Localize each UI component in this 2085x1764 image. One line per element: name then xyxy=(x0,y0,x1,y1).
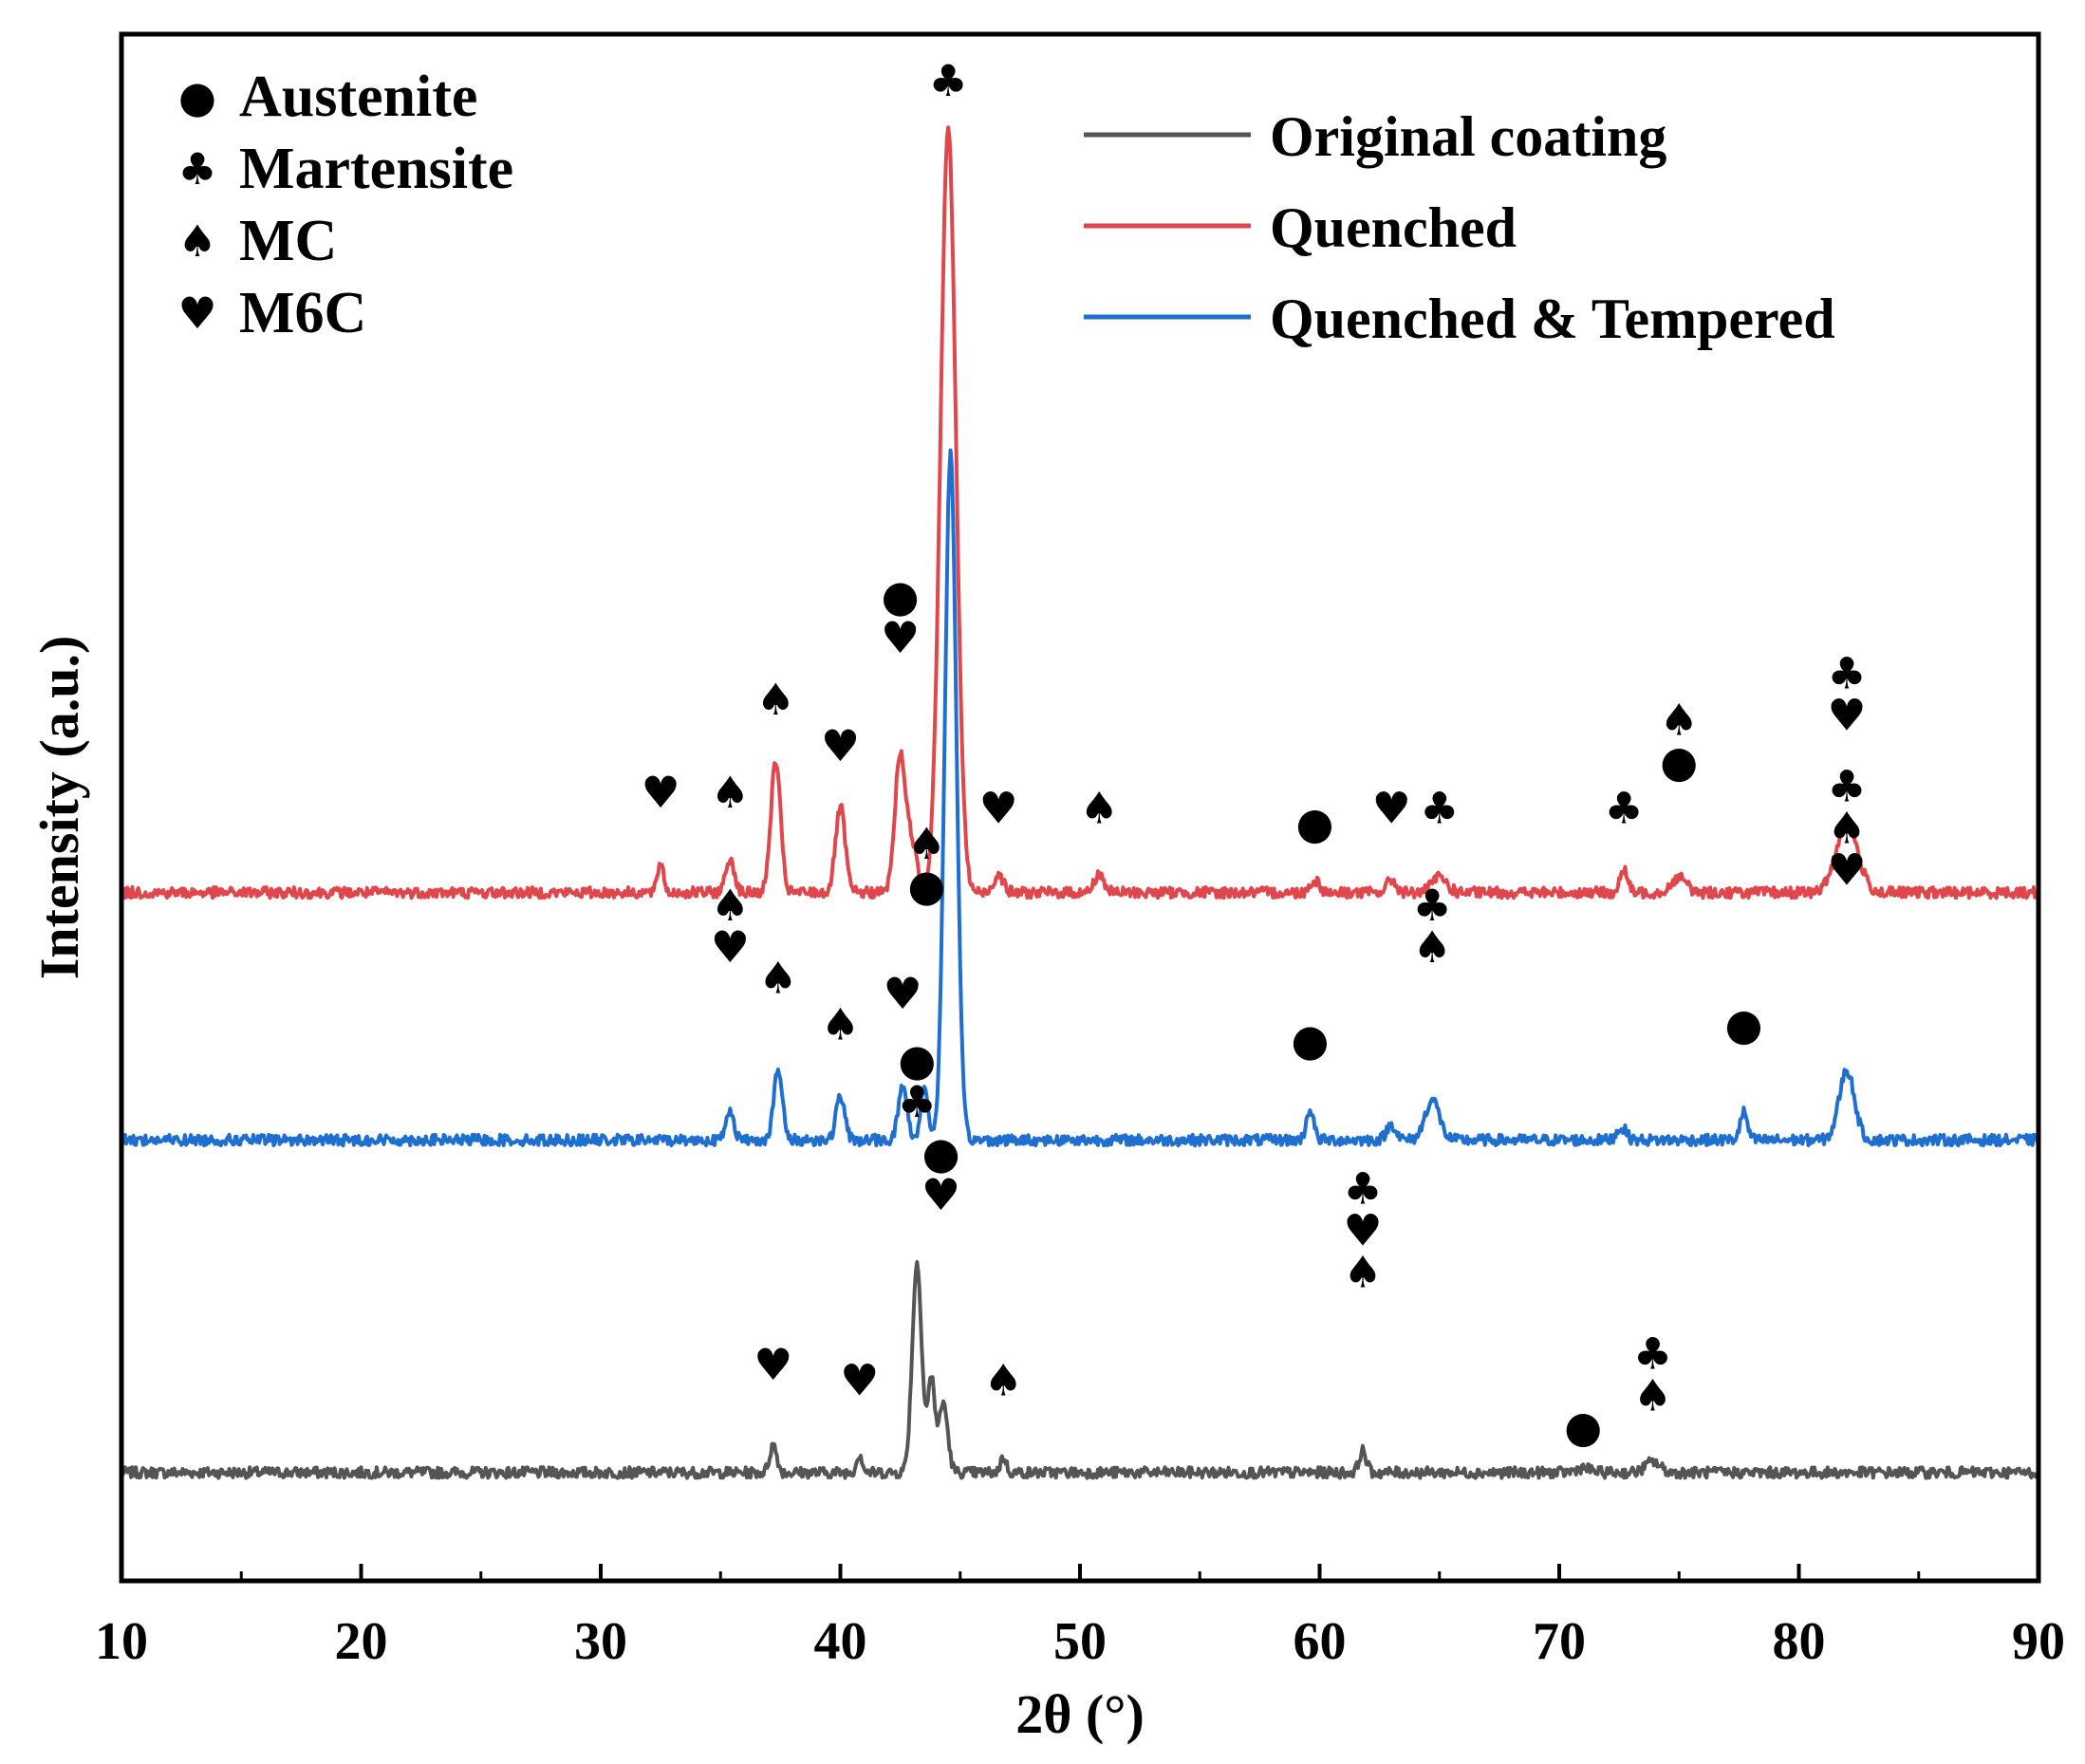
x-tick-label: 40 xyxy=(814,1612,867,1671)
phase-legend-label: MC xyxy=(239,209,337,273)
x-tick-label: 10 xyxy=(95,1612,148,1671)
legend-label: Original coating xyxy=(1270,105,1666,168)
peak-marker: ♥ xyxy=(754,1339,792,1390)
peak-marker: ♣ xyxy=(1827,761,1866,812)
peak-marker: ♠ xyxy=(1633,1370,1672,1421)
peak-marker: ● xyxy=(1660,735,1698,787)
peak-marker: ♠ xyxy=(1413,921,1452,973)
x-tick-label: 70 xyxy=(1533,1612,1586,1671)
peak-marker: ● xyxy=(1564,1401,1602,1452)
series-legend: Original coating Quenched Quenched & Tempe… xyxy=(1084,105,1835,350)
peak-marker: ♥ xyxy=(881,612,920,663)
x-tick-label: 50 xyxy=(1053,1612,1107,1671)
peak-marker: ♠ xyxy=(1343,1246,1382,1297)
peak-annotations: ♥ ♥●♣●♥♠♣♥♠●♣♠♥ ♠♠♥●♥♣♥ ♠ ● ♥ ♣ ♣♠●♣♥♠♥♠♠♥♠●●♣♠… xyxy=(642,55,1867,1452)
peak-marker: ♥ xyxy=(1827,845,1866,896)
peak-marker: ● xyxy=(882,570,920,622)
peak-marker: ♠ xyxy=(1080,782,1119,833)
peak-marker: ♠ xyxy=(758,953,797,1004)
peak-marker: ♠ xyxy=(984,1354,1023,1405)
peak-marker: ♣ xyxy=(1827,648,1866,699)
y-axis-title: Intensity (a.u.) xyxy=(28,636,90,980)
peak-marker: ♥ xyxy=(1343,1204,1382,1255)
plot-series xyxy=(120,125,2040,1480)
x-tick-label: 20 xyxy=(335,1612,388,1671)
peak-marker: ● xyxy=(907,860,945,911)
legend-label: Quenched & Tempered xyxy=(1270,288,1835,350)
peak-marker: ♥ xyxy=(840,1354,879,1405)
x-tick-label: 90 xyxy=(2012,1612,2065,1671)
peak-marker: ♥ xyxy=(1372,782,1411,833)
x-tick-label: 60 xyxy=(1294,1612,1347,1671)
peak-marker: ♥ xyxy=(884,968,922,1019)
peak-marker: ♣ xyxy=(929,55,968,106)
peak-marker: ♣ xyxy=(1413,880,1452,931)
peak-marker: ♥ xyxy=(711,921,750,973)
peak-marker: ● xyxy=(1724,999,1762,1050)
peak-marker: ♥ xyxy=(921,1169,960,1220)
peak-marker: ♥ xyxy=(821,720,860,771)
peak-marker: ● xyxy=(921,1127,959,1179)
phase-legend-symbol: ♥ xyxy=(177,288,216,339)
x-tick-label: 30 xyxy=(574,1612,627,1671)
peak-marker: ♣ xyxy=(898,1076,937,1127)
phase-legend-label: M6C xyxy=(239,281,366,345)
x-axis: 10 20 30 40 50 60 70 80 90 xyxy=(95,1564,2065,1671)
series-line-2 xyxy=(120,448,2040,1148)
peak-marker: ♠ xyxy=(821,999,860,1050)
peak-marker: ● xyxy=(898,1034,936,1086)
peak-marker: ♣ xyxy=(1420,782,1459,833)
phase-legend-symbol: ♠ xyxy=(177,215,216,267)
x-axis-title: 2θ (°) xyxy=(1015,1683,1145,1745)
phase-legend-label: Austenite xyxy=(239,65,477,129)
peak-marker: ● xyxy=(1291,1014,1329,1066)
phase-legend-label: Martensite xyxy=(239,137,513,201)
series-line-0 xyxy=(120,1260,2040,1480)
peak-marker: ♥ xyxy=(979,782,1018,833)
legend-label: Quenched xyxy=(1270,196,1517,259)
peak-marker: ♥ xyxy=(642,767,680,818)
peak-marker: ♠ xyxy=(711,880,750,931)
x-tick-label: 80 xyxy=(1773,1612,1826,1671)
peak-marker: ♣ xyxy=(1343,1162,1382,1214)
peak-marker: ♠ xyxy=(756,674,795,725)
peak-marker: ♠ xyxy=(1660,694,1699,745)
phase-legend: ● Austenite ♣ Martensite ♠ MC ♥ M6C xyxy=(177,65,513,345)
peak-marker: ● xyxy=(1295,798,1333,849)
peak-marker: ♠ xyxy=(711,767,750,818)
phase-legend-symbol: ● xyxy=(178,71,216,122)
peak-marker: ♣ xyxy=(1633,1328,1672,1380)
peak-marker: ♠ xyxy=(907,818,946,869)
peak-marker: ♣ xyxy=(1605,782,1644,833)
series-line-1 xyxy=(120,125,2040,901)
peak-marker: ♠ xyxy=(1827,803,1866,854)
phase-legend-symbol: ♣ xyxy=(177,143,216,195)
peak-marker: ♥ xyxy=(1827,690,1866,741)
